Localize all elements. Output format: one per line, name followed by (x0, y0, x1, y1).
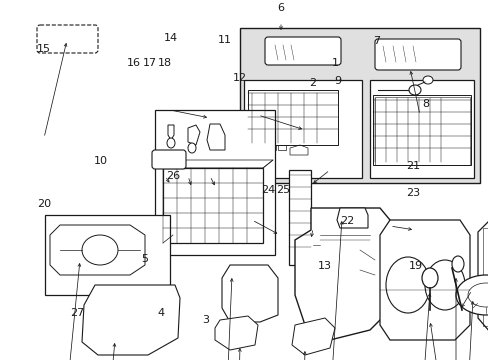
Bar (155, 110, 274, 255)
Text: 27: 27 (70, 308, 84, 318)
Text: 20: 20 (37, 199, 51, 210)
Text: 25: 25 (276, 185, 290, 195)
Text: 1: 1 (331, 58, 338, 68)
Bar (369, 80, 473, 178)
Ellipse shape (408, 85, 420, 95)
Text: 21: 21 (406, 161, 419, 171)
Bar (163, 168, 263, 243)
Ellipse shape (385, 257, 429, 313)
Polygon shape (187, 125, 200, 145)
Text: 4: 4 (158, 308, 164, 318)
Text: 10: 10 (94, 156, 108, 166)
FancyBboxPatch shape (152, 150, 185, 169)
Ellipse shape (424, 260, 464, 310)
Ellipse shape (451, 256, 463, 272)
Text: 7: 7 (372, 36, 379, 46)
Ellipse shape (422, 76, 432, 84)
Text: 26: 26 (166, 171, 180, 181)
Bar (278, 145, 285, 150)
Ellipse shape (167, 138, 175, 148)
Ellipse shape (187, 143, 196, 153)
Text: 19: 19 (408, 261, 422, 271)
Ellipse shape (455, 275, 488, 315)
Text: 6: 6 (277, 3, 284, 13)
Text: 14: 14 (164, 33, 178, 43)
Polygon shape (163, 160, 272, 168)
Polygon shape (206, 124, 224, 150)
Bar (487, 235, 488, 270)
Text: 3: 3 (202, 315, 208, 325)
Text: 17: 17 (143, 58, 157, 68)
Text: 9: 9 (333, 76, 340, 86)
Polygon shape (379, 220, 469, 340)
Bar (267, 145, 275, 150)
Polygon shape (294, 208, 389, 340)
Polygon shape (291, 318, 334, 355)
Bar (372, 95, 470, 165)
FancyBboxPatch shape (264, 37, 340, 65)
Text: 13: 13 (318, 261, 331, 271)
Polygon shape (215, 316, 258, 350)
Text: 23: 23 (406, 188, 419, 198)
Bar (247, 90, 337, 145)
Polygon shape (50, 225, 145, 275)
Bar (240, 28, 479, 183)
Text: 22: 22 (339, 216, 354, 226)
Bar (482, 228, 488, 326)
Text: 8: 8 (421, 99, 428, 109)
Bar (45, 215, 170, 295)
Polygon shape (82, 285, 180, 355)
Polygon shape (477, 220, 488, 332)
Ellipse shape (421, 268, 437, 288)
Text: 2: 2 (309, 78, 316, 88)
Text: 11: 11 (218, 35, 231, 45)
Text: 12: 12 (232, 73, 246, 84)
Polygon shape (222, 265, 278, 322)
FancyBboxPatch shape (374, 39, 460, 70)
Polygon shape (336, 208, 367, 228)
Text: 24: 24 (260, 185, 275, 195)
Text: 18: 18 (158, 58, 172, 68)
Polygon shape (168, 125, 174, 140)
Bar (288, 170, 310, 265)
Bar (244, 80, 361, 178)
Bar (374, 97, 469, 165)
Text: 16: 16 (126, 58, 140, 68)
Bar (258, 145, 265, 150)
Text: 15: 15 (37, 44, 51, 54)
Text: 5: 5 (141, 254, 147, 264)
